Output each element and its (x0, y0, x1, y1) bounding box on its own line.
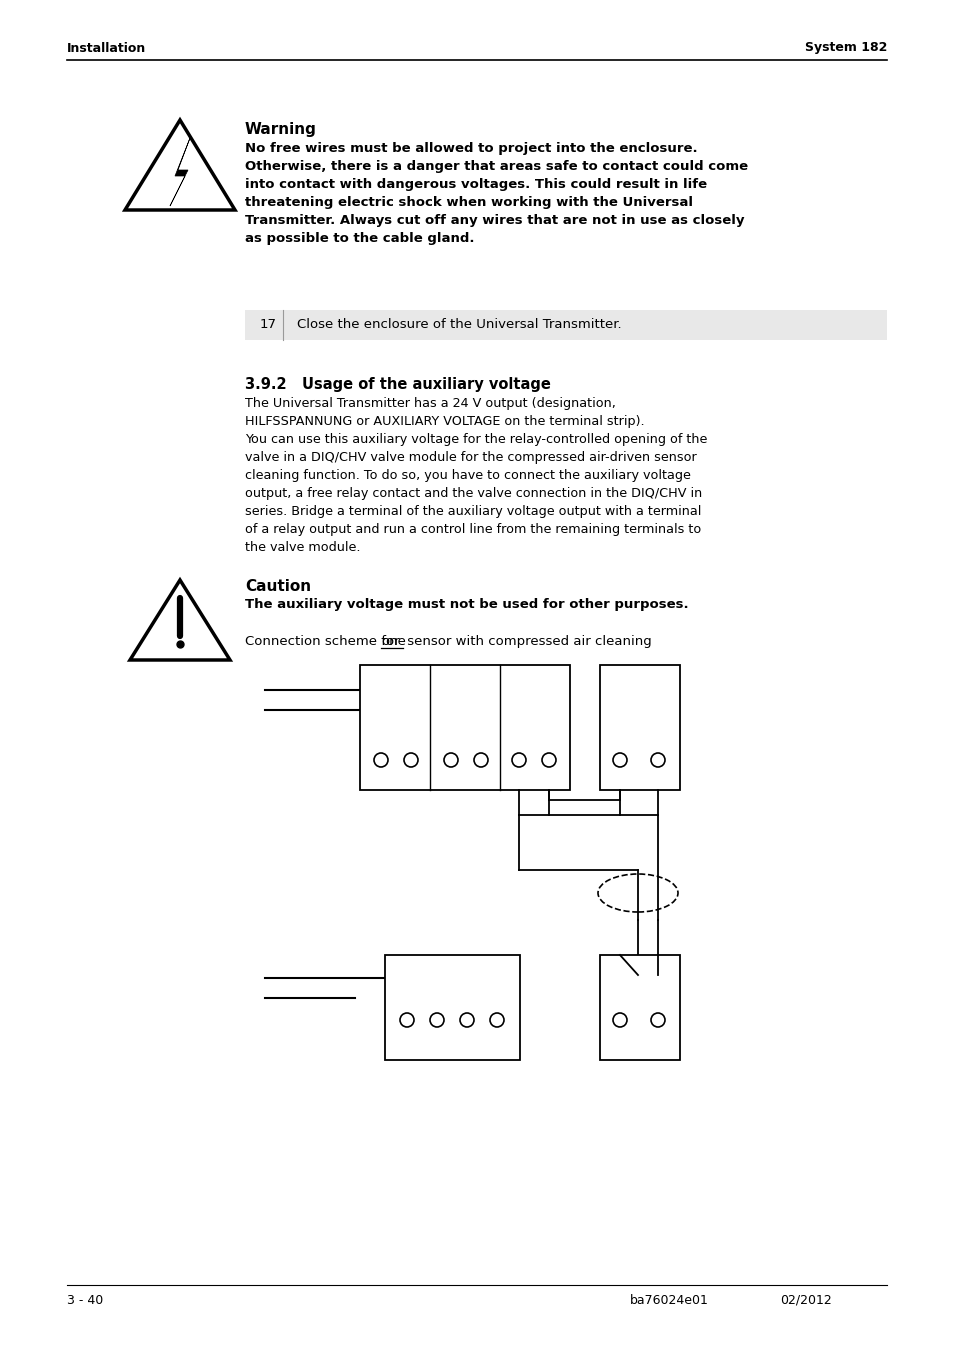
Text: The Universal Transmitter has a 24 V output (designation,
HILFSSPANNUNG or AUXIL: The Universal Transmitter has a 24 V out… (245, 397, 706, 554)
Text: The auxiliary voltage must not be used for other purposes.: The auxiliary voltage must not be used f… (245, 598, 688, 612)
FancyBboxPatch shape (599, 954, 679, 1060)
Polygon shape (170, 138, 190, 207)
Text: 3.9.2   Usage of the auxiliary voltage: 3.9.2 Usage of the auxiliary voltage (245, 377, 550, 392)
Text: 02/2012: 02/2012 (780, 1293, 831, 1307)
FancyBboxPatch shape (245, 310, 886, 340)
FancyBboxPatch shape (385, 954, 519, 1060)
Text: Caution: Caution (245, 579, 311, 594)
FancyBboxPatch shape (599, 666, 679, 790)
FancyBboxPatch shape (359, 666, 569, 790)
Polygon shape (130, 580, 230, 660)
Text: System 182: System 182 (803, 42, 886, 54)
Polygon shape (125, 120, 234, 211)
Text: ba76024e01: ba76024e01 (629, 1293, 708, 1307)
Text: Warning: Warning (245, 122, 316, 136)
Text: Close the enclosure of the Universal Transmitter.: Close the enclosure of the Universal Tra… (296, 319, 621, 332)
Text: one: one (380, 634, 405, 648)
Text: 3 - 40: 3 - 40 (67, 1293, 103, 1307)
Text: Connection scheme for: Connection scheme for (245, 634, 403, 648)
Text: 17: 17 (260, 319, 276, 332)
Text: Installation: Installation (67, 42, 146, 54)
Text: sensor with compressed air cleaning: sensor with compressed air cleaning (402, 634, 651, 648)
Text: No free wires must be allowed to project into the enclosure.
Otherwise, there is: No free wires must be allowed to project… (245, 142, 747, 244)
